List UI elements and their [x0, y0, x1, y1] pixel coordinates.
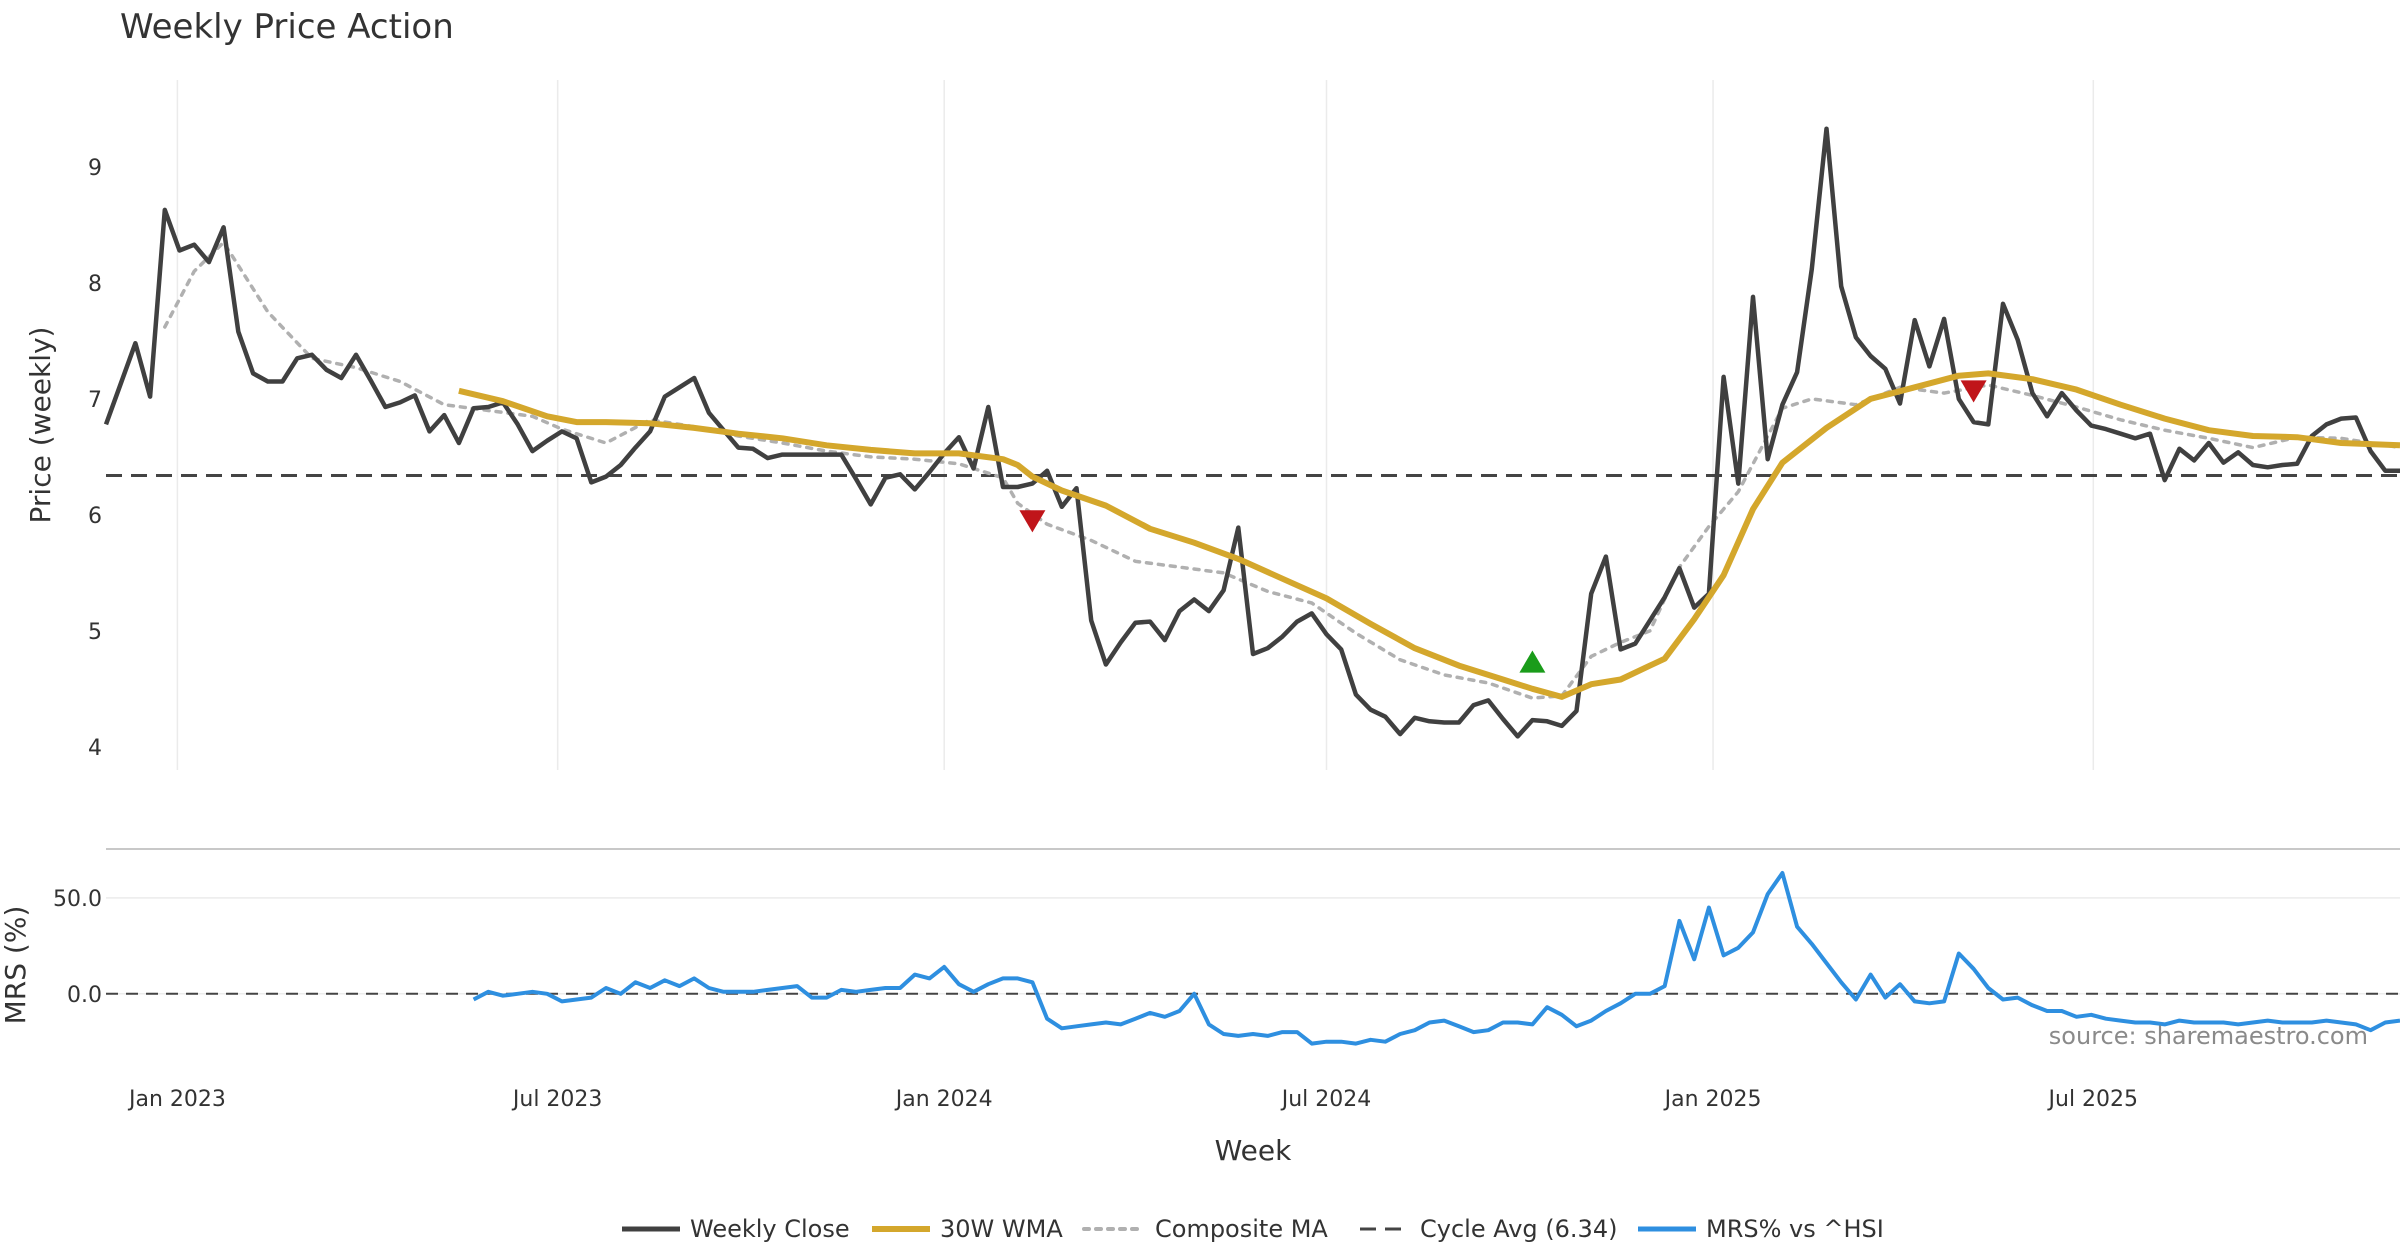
legend: Weekly Close 30W WMA Composite MA Cycle …: [622, 1215, 1884, 1243]
price-y-tick-label: 6: [88, 504, 102, 529]
sell-signal-marker: [1960, 380, 1987, 403]
price-y-tick-label: 4: [88, 736, 102, 761]
mrs-grid: [106, 897, 2400, 995]
mrs-y-tick-label: 50.0: [53, 887, 102, 912]
x-tick-label: Jan 2024: [894, 1087, 993, 1112]
price-y-tick-label: 7: [88, 388, 102, 413]
mrs-y-tick-label: 0.0: [67, 983, 102, 1008]
weekly-close-series: [103, 126, 2400, 739]
x-axis-label: Week: [1215, 1134, 1292, 1167]
legend-label-mrs: MRS% vs ^HSI: [1706, 1215, 1884, 1243]
price-y-axis-label: Price (weekly): [24, 327, 57, 524]
price-y-ticks: 4 5 6 7 8 9: [88, 156, 102, 761]
legend-label-weekly-close: Weekly Close: [690, 1215, 850, 1243]
x-tick-label: Jul 2025: [2047, 1087, 2139, 1112]
buy-signal-marker: [1519, 650, 1546, 673]
x-tick-label: Jul 2024: [1280, 1087, 1372, 1112]
chart-title: Weekly Price Action: [120, 7, 454, 47]
mrs-y-axis-label: MRS (%): [0, 906, 32, 1025]
wma-30w-series: [458, 370, 2400, 700]
mrs-y-ticks: 0.0 50.0: [53, 887, 102, 1008]
sell-signal-marker: [1019, 510, 1046, 533]
x-tick-label: Jan 2025: [1663, 1087, 1762, 1112]
legend-label-wma: 30W WMA: [940, 1215, 1063, 1243]
price-y-tick-label: 9: [88, 156, 102, 181]
x-ticks: Jan 2023 Jul 2023 Jan 2024 Jul 2024 Jan 2025…: [127, 1087, 2138, 1112]
legend-label-cycle-avg: Cycle Avg (6.34): [1420, 1215, 1617, 1243]
x-tick-label: Jul 2023: [511, 1087, 603, 1112]
signal-markers: [1019, 380, 1987, 673]
mrs-series: [472, 871, 2400, 1046]
legend-label-composite: Composite MA: [1155, 1215, 1328, 1243]
composite-ma-series: [163, 239, 2400, 700]
price-y-tick-label: 5: [88, 620, 102, 645]
source-note: source: sharemaestro.com: [2049, 1022, 2368, 1050]
price-y-tick-label: 8: [88, 272, 102, 297]
x-tick-label: Jan 2023: [127, 1087, 226, 1112]
